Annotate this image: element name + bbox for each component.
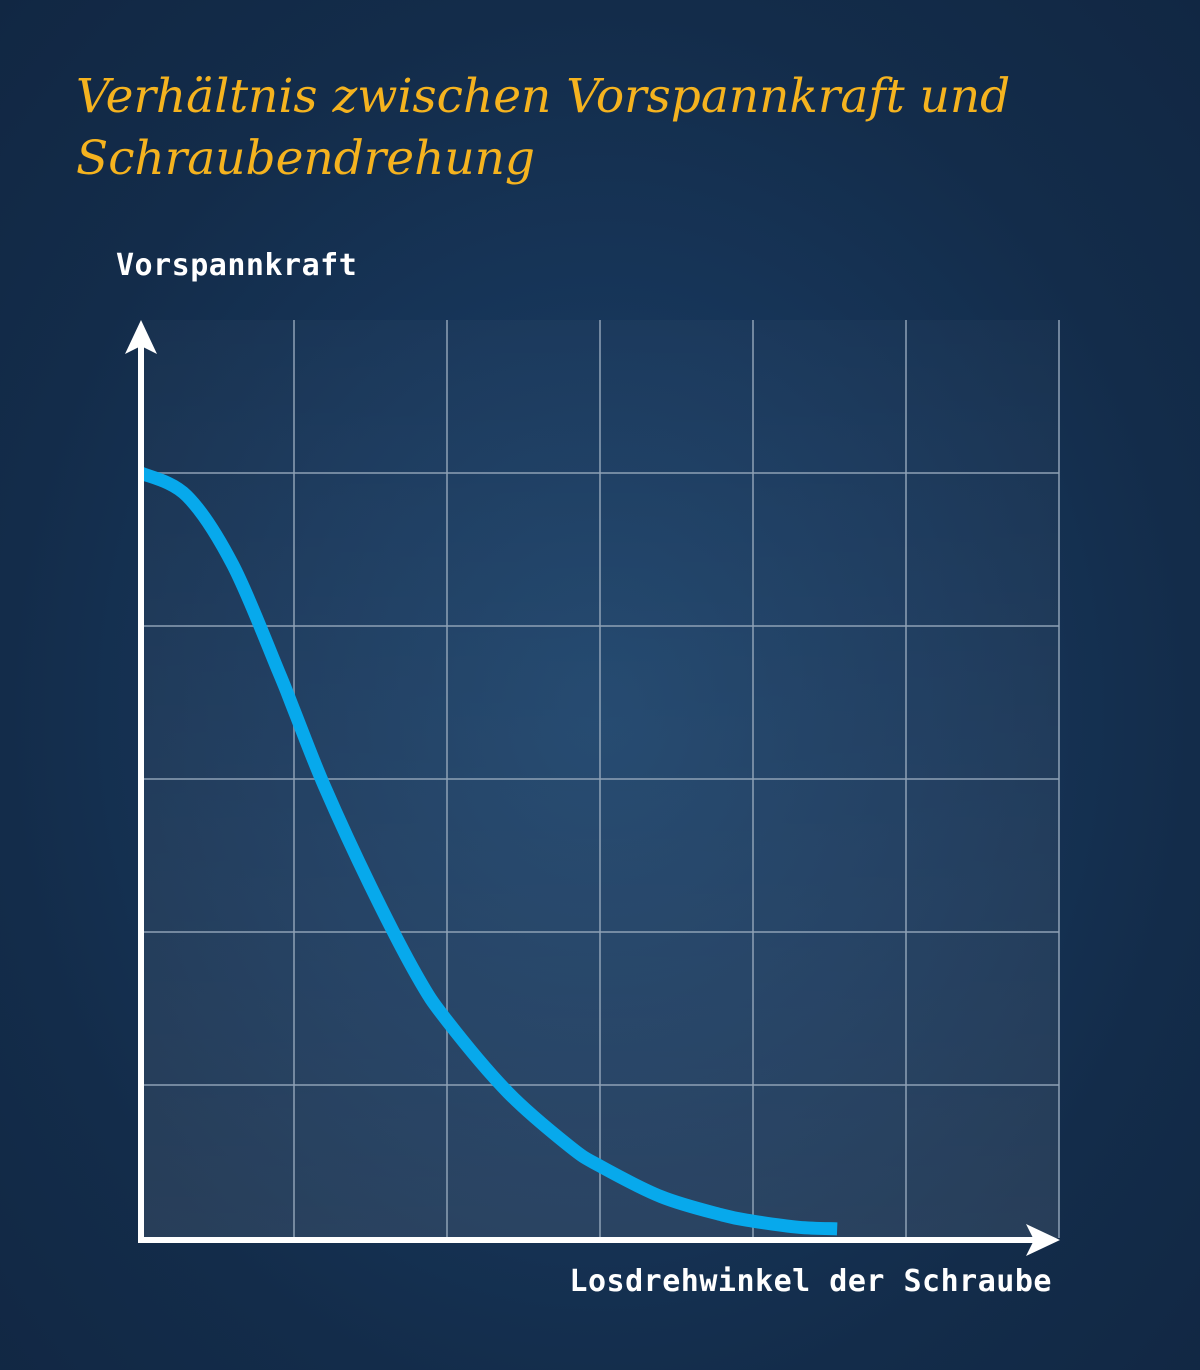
x-axis-arrow-icon: [1026, 1224, 1060, 1256]
y-axis-label: Vorspannkraft: [116, 248, 358, 283]
x-axis-label: Losdrehwinkel der Schraube: [569, 1264, 1052, 1299]
series-group: [138, 466, 838, 1236]
series-line-0: [138, 466, 838, 1236]
chart-title: Verhältnis zwischen Vorspannkraft und Sc…: [76, 69, 1011, 186]
y-axis-arrow-icon: [125, 320, 157, 354]
grid: [141, 320, 1060, 1238]
axes: [125, 320, 1060, 1256]
